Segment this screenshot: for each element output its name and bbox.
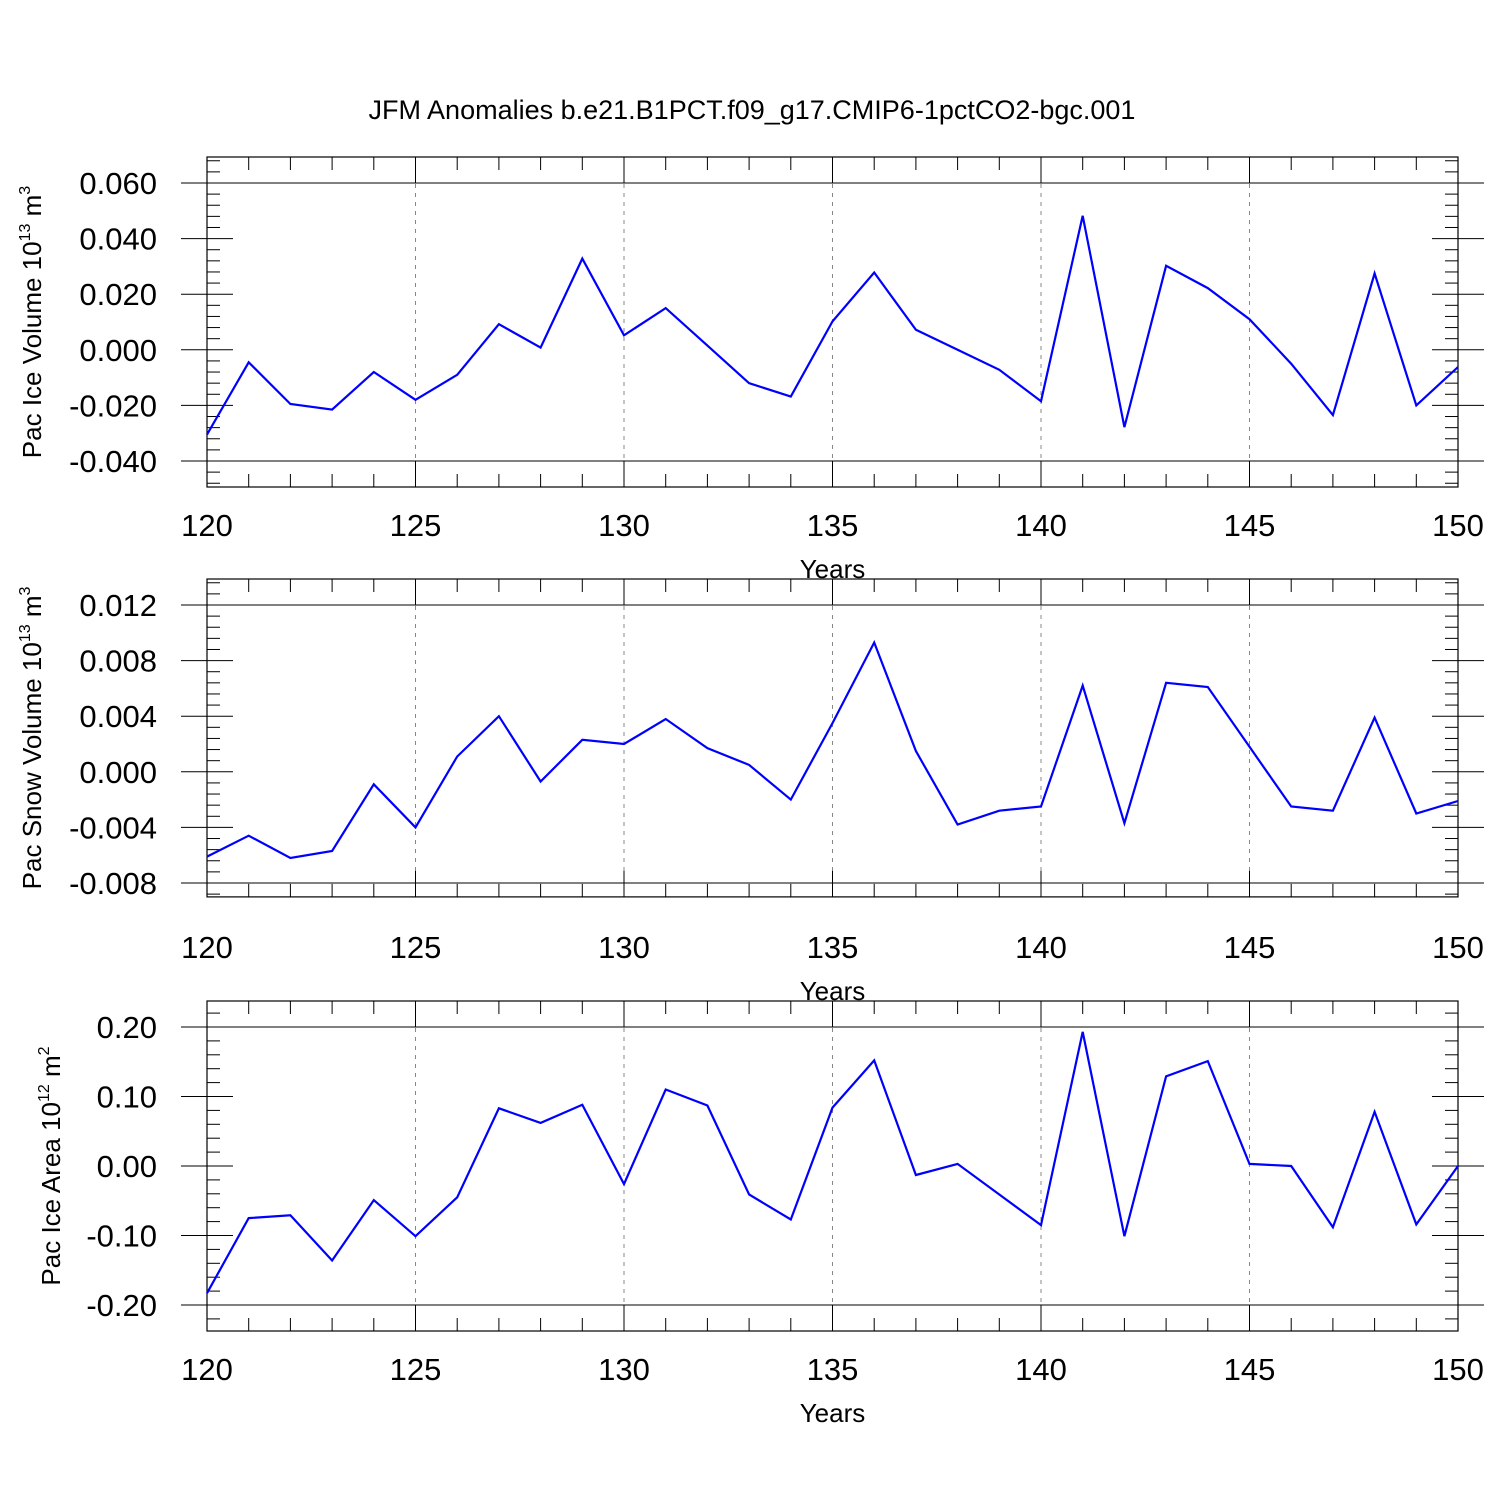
series-line [206,1031,1459,1294]
y-tick-label: 0.20 [97,1010,157,1045]
x-tick-label: 120 [181,508,233,543]
x-tick-label: 135 [807,930,859,965]
y-axis-title-main: Pac Ice Area 10 [36,1102,66,1286]
y-axis-title-main: Pac Ice Volume 10 [17,241,47,458]
y-axis-title-unit-exponent: 3 [17,186,34,195]
y-tick-label: -0.020 [69,388,157,423]
y-tick-label: -0.20 [86,1288,157,1323]
x-tick-label: 145 [1224,508,1276,543]
x-tick-label: 120 [181,930,233,965]
x-tick-label: 130 [598,1352,650,1387]
x-tick-label: 125 [390,1352,442,1387]
x-tick-label: 140 [1015,1352,1067,1387]
y-tick-label: 0.008 [79,644,157,679]
y-tick-label: 0.020 [79,277,157,312]
x-tick-label: 150 [1432,930,1484,965]
y-axis-title-exponent: 13 [17,223,34,241]
y-axis-title: Pac Snow Volume 1013 m3 [17,586,47,889]
y-tick-label: -0.008 [69,866,157,901]
series-line [206,639,1459,860]
y-axis-title-exponent: 13 [17,624,34,642]
y-tick-label: 0.060 [79,166,157,201]
y-tick-label: -0.004 [69,810,157,845]
y-tick-label: 0.000 [79,333,157,368]
x-tick-label: 140 [1015,930,1067,965]
panel-3: -0.20 -0.10 0.00 0.10 0.20 120 125 130 135 140 145… [36,1000,1484,1428]
x-tick-label: 135 [807,1352,859,1387]
y-axis-title-exponent: 12 [36,1084,53,1102]
y-axis-title-unit: m [17,595,47,624]
y-tick-label: 0.004 [79,699,157,734]
x-tick-label: 150 [1432,1352,1484,1387]
x-tick-label: 130 [598,508,650,543]
y-tick-label: 0.000 [79,755,157,790]
panels: -0.040 -0.020 0.000 0.020 0.040 0.060 120 125 13… [17,156,1484,1428]
y-tick-label: 0.10 [97,1080,157,1115]
y-axis-title-unit-exponent: 2 [36,1046,53,1055]
x-tick-label: 150 [1432,508,1484,543]
x-tick-label: 130 [598,930,650,965]
x-tick-label: 125 [390,930,442,965]
y-axis-title-main: Pac Snow Volume 10 [17,642,47,889]
y-axis-title-unit: m [17,195,47,224]
y-axis-title-unit-exponent: 3 [17,586,34,595]
x-tick-label: 145 [1224,1352,1276,1387]
series-line [206,215,1459,436]
y-tick-label: 0.00 [97,1149,157,1184]
y-axis-title-unit: m [36,1055,66,1084]
x-tick-label: 145 [1224,930,1276,965]
x-tick-label: 135 [807,508,859,543]
panel-1: -0.040 -0.020 0.000 0.020 0.040 0.060 120 125 13… [17,156,1484,584]
y-tick-label: -0.10 [86,1219,157,1254]
figure-title: JFM Anomalies b.e21.B1PCT.f09_g17.CMIP6-… [369,95,1136,125]
y-tick-label: -0.040 [69,444,157,479]
x-tick-label: 125 [390,508,442,543]
y-axis-title: Pac Ice Volume 1013 m3 [17,186,47,459]
y-tick-label: 0.012 [79,588,157,623]
x-tick-label: 120 [181,1352,233,1387]
x-axis-title: Years [800,1398,866,1428]
x-tick-label: 140 [1015,508,1067,543]
panel-2: -0.008 -0.004 0.000 0.004 0.008 0.012 120 125 13… [17,578,1484,1006]
y-axis-title: Pac Ice Area 1012 m2 [36,1046,66,1285]
y-tick-label: 0.040 [79,222,157,257]
